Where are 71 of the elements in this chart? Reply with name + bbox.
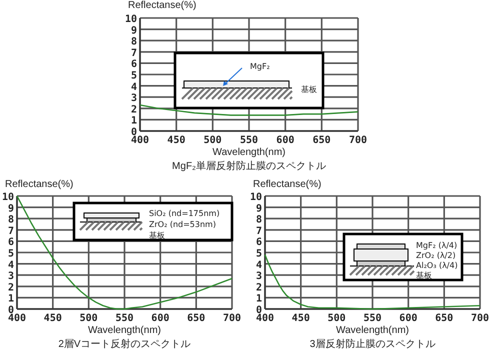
x-axis-title: Wavelength(nm) (336, 325, 409, 336)
y-tick-label: 2 (130, 104, 137, 116)
y-tick-label: 1 (130, 116, 137, 127)
x-tick-label: 500 (80, 313, 98, 324)
y-tick-label: 5 (8, 248, 14, 260)
x-tick-label: 650 (435, 313, 454, 324)
text: 3層反射防止膜のスペクトル (310, 338, 436, 350)
x-tick-label: 400 (130, 135, 150, 146)
y-tick-label: 10 (124, 14, 137, 25)
y-axis-title: Reflectanse(%) (253, 179, 322, 190)
y-tick-label: 3 (256, 271, 262, 282)
y-tick-label: 10 (250, 192, 262, 203)
y-axis-title: Reflectanse(%) (5, 179, 74, 190)
annotation: 基板 (301, 85, 317, 94)
y-tick-label: 6 (256, 237, 262, 248)
y-tick-label: 1 (256, 294, 262, 305)
x-tick-label: 550 (240, 135, 258, 146)
annotation: Al₂O₃ (λ/4) (416, 261, 458, 270)
y-tick-label: 3 (8, 271, 14, 282)
y-tick-label: 4 (256, 260, 262, 271)
text: 2層Vコート反射のスペクトル (58, 338, 191, 350)
y-tick-label: 4 (130, 82, 137, 93)
y-tick-label: 10 (2, 192, 14, 203)
y-tick-label: 2 (8, 282, 14, 294)
y-tick-label: 9 (256, 203, 262, 214)
x-tick-label: 400 (8, 313, 26, 324)
x-tick-label: 500 (328, 313, 346, 324)
x-tick-label: 550 (363, 313, 382, 324)
annotation: MgF₂ (250, 62, 270, 71)
y-tick-label: 7 (130, 48, 137, 59)
y-tick-label: 4 (8, 260, 14, 271)
y-tick-label: 8 (256, 214, 262, 226)
x-tick-label: 450 (44, 313, 62, 324)
y-tick-label: 5 (130, 70, 137, 82)
y-tick-label: 7 (256, 226, 262, 237)
annotation: ZrO₂ (nd=53nm) (149, 220, 216, 229)
text: MgF₂単層反射防止膜のスペクトル (172, 160, 326, 172)
x-tick-label: 450 (167, 135, 186, 146)
x-tick-label: 700 (222, 313, 242, 324)
y-tick-label: 7 (8, 226, 14, 237)
y-tick-label: 8 (130, 36, 137, 48)
x-tick-label: 600 (276, 135, 294, 146)
x-axis-title: Wavelength(nm) (212, 147, 286, 158)
y-tick-label: 8 (8, 214, 14, 226)
x-tick-label: 650 (312, 135, 331, 146)
line-series (16, 195, 233, 310)
x-tick-label: 550 (115, 313, 134, 324)
y-tick-label: 1 (8, 294, 14, 305)
x-tick-label: 500 (204, 135, 222, 146)
y-tick-label: 9 (130, 25, 137, 36)
y-tick-label: 3 (130, 93, 137, 104)
y-tick-label: 6 (130, 59, 137, 70)
x-axis-title: Wavelength(nm) (88, 325, 161, 336)
annotation: 基板 (416, 271, 432, 280)
y-tick-label: 9 (8, 203, 14, 214)
x-tick-label: 450 (292, 313, 310, 324)
annotation: ZrO₂ (λ/2) (416, 251, 456, 260)
y-tick-label: 2 (256, 282, 262, 294)
annotation: 基板 (149, 231, 165, 240)
annotation: SiO₂ (nd=175nm) (149, 209, 220, 218)
x-tick-label: 600 (151, 313, 170, 324)
line-series (139, 104, 359, 116)
y-tick-label: 5 (256, 248, 262, 260)
x-tick-label: 700 (470, 313, 490, 324)
y-axis-title: Reflectanse(%) (128, 0, 196, 11)
annotation: MgF₂ (λ/4) (416, 241, 458, 250)
x-tick-label: 600 (399, 313, 418, 324)
x-tick-label: 700 (348, 135, 368, 146)
x-tick-label: 650 (187, 313, 206, 324)
y-tick-label: 6 (8, 237, 14, 248)
x-tick-label: 400 (256, 313, 274, 324)
